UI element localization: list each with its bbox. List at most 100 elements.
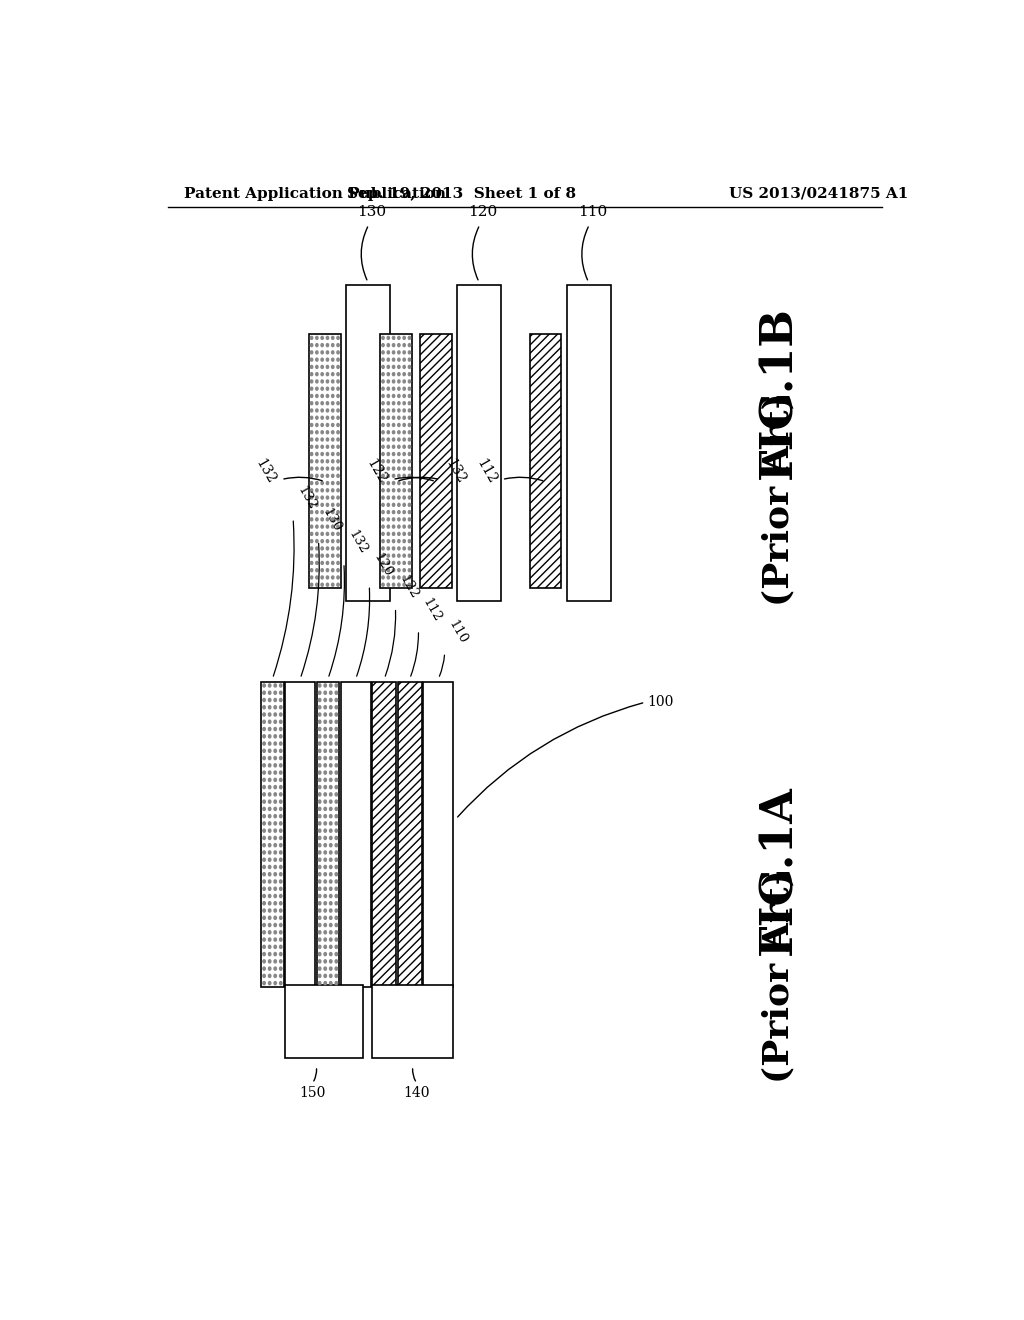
Circle shape — [321, 358, 324, 362]
Circle shape — [318, 960, 321, 962]
Circle shape — [332, 401, 334, 405]
Circle shape — [330, 866, 332, 869]
Circle shape — [392, 380, 395, 383]
Circle shape — [330, 793, 332, 796]
Circle shape — [268, 785, 271, 788]
Circle shape — [310, 416, 312, 420]
Circle shape — [327, 430, 329, 434]
Circle shape — [268, 974, 271, 977]
Circle shape — [280, 887, 282, 890]
Circle shape — [263, 793, 265, 796]
Circle shape — [332, 380, 334, 383]
Circle shape — [330, 974, 332, 977]
Circle shape — [274, 887, 276, 890]
Circle shape — [315, 496, 318, 499]
Circle shape — [263, 713, 265, 715]
Circle shape — [318, 706, 321, 709]
Circle shape — [268, 902, 271, 904]
Circle shape — [330, 822, 332, 825]
Circle shape — [397, 576, 400, 579]
Circle shape — [397, 503, 400, 507]
Circle shape — [280, 953, 282, 956]
Circle shape — [324, 814, 327, 817]
Circle shape — [315, 380, 318, 383]
Circle shape — [324, 924, 327, 927]
Circle shape — [397, 358, 400, 362]
Circle shape — [324, 902, 327, 904]
Circle shape — [382, 438, 384, 441]
Circle shape — [263, 931, 265, 933]
Circle shape — [268, 909, 271, 912]
Circle shape — [263, 945, 265, 948]
Circle shape — [321, 372, 324, 376]
Circle shape — [382, 482, 384, 484]
Circle shape — [330, 814, 332, 817]
Circle shape — [318, 916, 321, 919]
Circle shape — [392, 430, 395, 434]
Circle shape — [403, 438, 406, 441]
Circle shape — [280, 706, 282, 709]
Circle shape — [337, 496, 339, 499]
Circle shape — [274, 909, 276, 912]
Text: 110: 110 — [446, 618, 470, 647]
Circle shape — [327, 496, 329, 499]
Circle shape — [321, 554, 324, 557]
Circle shape — [397, 430, 400, 434]
Circle shape — [387, 438, 389, 441]
Circle shape — [280, 692, 282, 694]
Circle shape — [387, 503, 389, 507]
Circle shape — [397, 482, 400, 484]
Circle shape — [263, 902, 265, 904]
Circle shape — [335, 851, 338, 854]
Circle shape — [324, 851, 327, 854]
Circle shape — [274, 843, 276, 846]
Circle shape — [409, 453, 411, 455]
Circle shape — [387, 525, 389, 528]
Circle shape — [337, 387, 339, 391]
Circle shape — [324, 974, 327, 977]
Circle shape — [321, 467, 324, 470]
Circle shape — [392, 569, 395, 572]
Text: 130: 130 — [321, 506, 344, 535]
Circle shape — [324, 692, 327, 694]
Circle shape — [318, 793, 321, 796]
Circle shape — [280, 750, 282, 752]
Circle shape — [315, 576, 318, 579]
Circle shape — [337, 546, 339, 550]
Circle shape — [263, 785, 265, 788]
Circle shape — [324, 785, 327, 788]
Circle shape — [330, 764, 332, 767]
Circle shape — [327, 488, 329, 492]
Circle shape — [392, 503, 395, 507]
Circle shape — [324, 742, 327, 744]
Text: 130: 130 — [357, 206, 387, 219]
Bar — [420, 334, 452, 589]
Circle shape — [392, 387, 395, 391]
Circle shape — [337, 351, 339, 354]
Circle shape — [332, 554, 334, 557]
Circle shape — [321, 438, 324, 441]
Circle shape — [335, 924, 338, 927]
Text: 132: 132 — [253, 457, 278, 486]
Circle shape — [315, 430, 318, 434]
Circle shape — [332, 351, 334, 354]
Circle shape — [318, 931, 321, 933]
Circle shape — [387, 430, 389, 434]
Circle shape — [403, 569, 406, 572]
Text: 112: 112 — [420, 595, 443, 624]
Circle shape — [387, 351, 389, 354]
Circle shape — [409, 474, 411, 478]
Circle shape — [324, 829, 327, 832]
Circle shape — [268, 771, 271, 774]
Circle shape — [392, 467, 395, 470]
Circle shape — [409, 358, 411, 362]
Circle shape — [409, 561, 411, 565]
Circle shape — [387, 482, 389, 484]
Circle shape — [332, 576, 334, 579]
Circle shape — [382, 416, 384, 420]
Circle shape — [397, 395, 400, 397]
Circle shape — [335, 721, 338, 723]
Circle shape — [268, 735, 271, 738]
Circle shape — [280, 822, 282, 825]
Circle shape — [310, 409, 312, 412]
